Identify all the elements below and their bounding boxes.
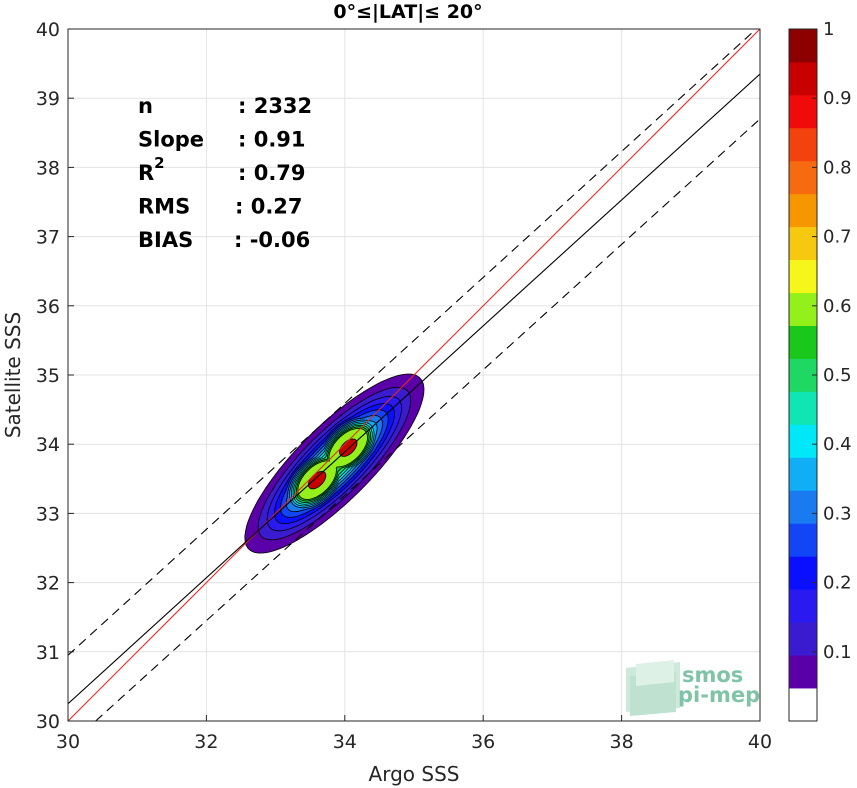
logo-mark-icon [626, 660, 680, 716]
stat-label: R2 [138, 154, 165, 185]
colorbar-swatch [789, 622, 817, 656]
logo-text-smos: smos [682, 663, 743, 687]
colorbar-tick-label: 0.2 [823, 573, 852, 594]
colorbar-tick-label: 0.1 [823, 642, 852, 663]
stat-key: RMS [138, 195, 190, 219]
contour-peak [308, 470, 327, 490]
x-tick-label: 40 [748, 731, 772, 753]
colorbar-tick-label: 1 [823, 19, 834, 40]
stat-key: n [138, 94, 153, 118]
colorbar-swatch [789, 292, 817, 326]
stat-key: R [138, 161, 154, 185]
colorbar-swatch [789, 160, 817, 195]
x-axis: 30 32 34 36 38 40 [56, 715, 772, 753]
colorbar-tick-label: 0.5 [823, 365, 852, 386]
colorbar-swatch [789, 457, 817, 491]
y-tick-label: 30 [36, 711, 60, 733]
colorbar-swatch [789, 589, 817, 623]
colorbar-tick-label: 0.3 [823, 503, 852, 524]
stat-value: : 0.91 [238, 128, 306, 152]
colorbar-swatch [789, 523, 817, 557]
upper-bound-line [68, 29, 758, 656]
y-tick-label: 38 [36, 157, 60, 179]
stat-value: : 2332 [238, 94, 312, 118]
x-tick-label: 36 [471, 731, 495, 753]
y-axis-label: Satellite SSS [1, 312, 25, 438]
y-tick-label: 34 [36, 434, 60, 456]
x-axis-label: Argo SSS [369, 762, 460, 786]
colorbar-swatch [789, 193, 817, 228]
colorbar-swatch [789, 688, 817, 722]
stat-value: : 0.27 [235, 195, 303, 219]
x-tick-label: 38 [610, 731, 634, 753]
colorbar-swatch [789, 325, 817, 359]
colorbar-swatch [789, 391, 817, 425]
stat-key: BIAS [138, 228, 193, 252]
y-tick-label: 39 [36, 88, 60, 110]
colorbar-tick-label: 0.9 [823, 88, 852, 109]
y-axis: 30 31 32 33 34 35 36 37 38 39 40 [36, 19, 74, 733]
regression-line [68, 73, 760, 705]
y-tick-label: 36 [36, 296, 60, 318]
x-tick-label: 34 [333, 731, 357, 753]
stat-label: Slope [138, 128, 204, 152]
stat-label: RMS [138, 195, 190, 219]
colorbar-swatch [789, 259, 817, 294]
colorbar-tick-label: 0.8 [823, 157, 852, 178]
x-tick-label: 32 [194, 731, 218, 753]
colorbar-tick-label: 0.6 [823, 296, 852, 317]
colorbar-swatch [789, 490, 817, 524]
stat-label: n [138, 94, 153, 118]
colorbar: 0.1 0.2 0.3 0.4 0.5 0.6 0.7 0.8 0.9 1 [788, 19, 852, 722]
y-tick-label: 35 [36, 365, 60, 387]
colorbar-swatch [789, 61, 817, 96]
colorbar-swatch [789, 226, 817, 261]
colorbar-swatch [789, 556, 817, 590]
stat-key: Slope [138, 128, 204, 152]
y-tick-label: 40 [36, 19, 60, 41]
stats-box: n : 2332 Slope : 0.91 R2 : 0.79 RMS : 0.27 BIAS:… [138, 94, 312, 252]
stat-label: BIAS [138, 228, 193, 252]
chart-title: 0°≤|LAT|≤ 20° [333, 1, 482, 23]
one-to-one-line [68, 29, 760, 721]
y-tick-label: 33 [36, 503, 60, 525]
x-tick-label: 30 [56, 731, 80, 753]
stat-value: : 0.79 [238, 161, 306, 185]
reference-lines [68, 29, 760, 721]
smos-pimep-logo: smos pi-mep [626, 660, 760, 716]
colorbar-swatch [789, 94, 817, 129]
stat-superscript: 2 [154, 154, 164, 172]
logo-text-pimep: pi-mep [678, 683, 760, 707]
y-tick-label: 31 [36, 642, 60, 664]
grid [67, 28, 761, 722]
colorbar-swatch [789, 29, 817, 63]
colorbar-swatch [789, 127, 817, 162]
colorbar-tick-label: 0.7 [823, 227, 852, 248]
stat-value: : -0.06 [234, 228, 310, 252]
y-tick-label: 32 [36, 573, 60, 595]
y-tick-label: 37 [36, 227, 60, 249]
colorbar-swatch [789, 424, 817, 458]
colorbar-swatch [789, 655, 817, 689]
colorbar-tick-label: 0.4 [823, 434, 852, 455]
